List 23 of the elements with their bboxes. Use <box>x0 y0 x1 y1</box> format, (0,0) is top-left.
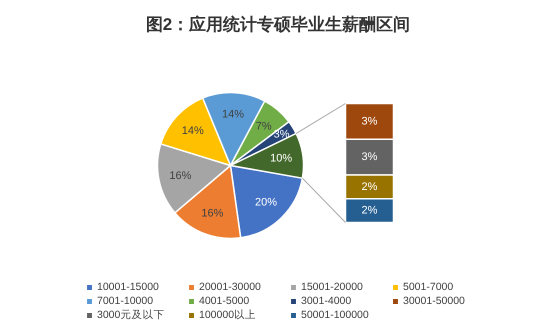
data-label: 14% <box>182 125 204 138</box>
data-label: 3% <box>362 151 378 164</box>
data-label: 7% <box>256 120 272 133</box>
legend-label: 30001-50000 <box>403 294 466 308</box>
legend-label: 4001-5000 <box>199 294 250 308</box>
data-label: 2% <box>362 204 378 217</box>
legend-label: 20001-30000 <box>199 280 262 294</box>
legend-label: 5001-7000 <box>403 280 454 294</box>
legend-label: 10001-15000 <box>97 280 160 294</box>
legend-label: 100000以上 <box>199 308 258 322</box>
data-label: 3% <box>362 115 378 128</box>
data-label: 16% <box>201 207 224 220</box>
data-label: 20% <box>254 196 278 208</box>
legend-label: 7001-10000 <box>97 294 154 308</box>
data-label: 16% <box>169 170 192 182</box>
legend-label: 50001-100000 <box>301 308 370 322</box>
legend-label: 15001-20000 <box>301 280 364 294</box>
legend-label: 3000元及以下 <box>97 308 166 322</box>
data-label: 14% <box>222 108 244 120</box>
chart-title: 图2：应用统计专硕毕业生薪酬区间 <box>146 15 410 34</box>
data-label: 2% <box>362 180 378 193</box>
data-label: 10% <box>270 152 292 164</box>
legend-label: 3001-4000 <box>301 294 352 308</box>
